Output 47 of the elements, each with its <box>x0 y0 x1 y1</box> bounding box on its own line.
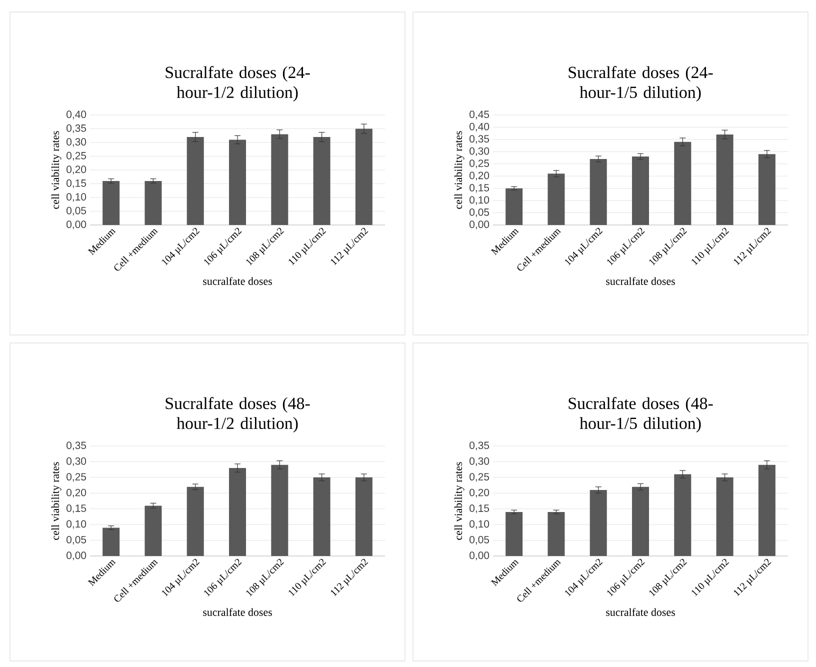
y-tick-label: 0,30 <box>470 147 490 156</box>
y-tick-label: 0,10 <box>470 520 490 529</box>
x-axis-title: sucralfate doses <box>606 277 675 285</box>
y-tick-label: 0,20 <box>66 166 86 174</box>
y-tick-label: 0,15 <box>470 504 490 514</box>
y-tick-label: 0,25 <box>66 473 86 482</box>
y-tick-label: 0,30 <box>470 457 490 466</box>
y-tick-label: 0,30 <box>66 138 86 147</box>
y-tick-label: 0,35 <box>470 135 490 144</box>
y-axis-title: cell viability rates <box>454 462 464 540</box>
y-tick-label: 0,25 <box>66 152 86 161</box>
x-axis-title: sucralfate doses <box>606 608 675 616</box>
y-axis-title: cell viability rates <box>454 131 464 209</box>
y-tick-label: 0,15 <box>66 504 86 514</box>
y-tick-label: 0,35 <box>470 442 490 450</box>
y-tick-label: 0,20 <box>470 172 490 180</box>
y-tick-label: 0,05 <box>66 536 86 545</box>
chart-title: Sucralfate doses (48-hour-1/5 dilution) <box>568 397 713 432</box>
y-tick-label: 0,05 <box>66 206 86 216</box>
y-tick-label: 0,25 <box>470 473 490 482</box>
y-tick-label: 0,00 <box>470 220 490 230</box>
y-tick-label: 0,40 <box>66 110 86 120</box>
y-tick-label: 0,30 <box>66 457 86 466</box>
y-tick-label: 0,25 <box>470 160 490 168</box>
y-tick-label: 0,10 <box>66 193 86 202</box>
y-axis-title: cell viability rates <box>51 462 62 540</box>
y-tick-label: 0,10 <box>470 196 490 205</box>
y-tick-label: 0,35 <box>66 442 86 450</box>
y-tick-label: 0,00 <box>66 220 86 230</box>
y-tick-label: 0,05 <box>470 208 490 218</box>
x-axis-title: sucralfate doses <box>203 277 272 285</box>
y-tick-label: 0,20 <box>470 488 490 498</box>
y-tick-label: 0,35 <box>66 124 86 134</box>
chart-title: Sucralfate doses (24-hour-1/5 dilution) <box>568 66 713 102</box>
y-axis-title: cell viability rates <box>51 131 62 209</box>
y-tick-label: 0,10 <box>66 520 86 529</box>
chart-title: Sucralfate doses (48-hour-1/2 dilution) <box>166 397 310 432</box>
y-tick-label: 0,00 <box>470 552 490 560</box>
y-tick-label: 0,20 <box>66 488 86 498</box>
x-axis-title: sucralfate doses <box>203 608 272 616</box>
y-tick-label: 0,15 <box>66 179 86 188</box>
y-tick-label: 0,15 <box>470 184 490 193</box>
y-tick-label: 0,05 <box>470 536 490 545</box>
chart-title: Sucralfate doses (24-hour-1/2 dilution) <box>166 66 310 102</box>
y-tick-label: 0,00 <box>66 552 86 560</box>
y-tick-label: 0,40 <box>470 122 490 132</box>
y-tick-label: 0,45 <box>470 110 490 120</box>
